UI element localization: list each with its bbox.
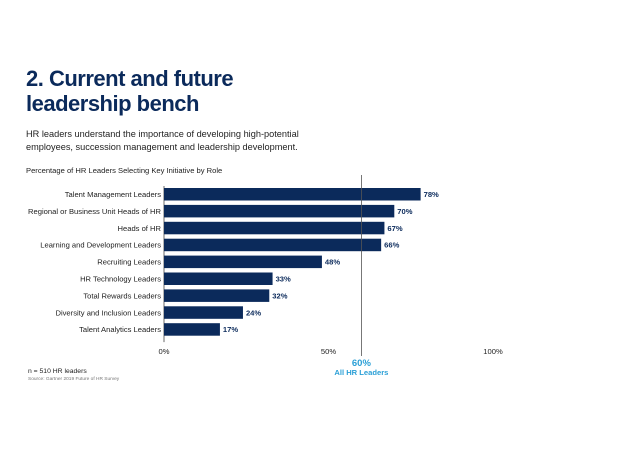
bar	[164, 306, 243, 319]
page-subtitle: HR leaders understand the importance of …	[26, 129, 299, 152]
page-title-line-2: leadership bench	[26, 91, 199, 116]
bar	[164, 255, 322, 269]
page-title: 2. Current and future leadership bench	[26, 66, 234, 116]
x-tick-label: 50%	[321, 347, 336, 356]
bar	[164, 289, 270, 302]
bar-value-label: 78%	[424, 190, 439, 199]
bar	[164, 238, 382, 252]
bar	[164, 323, 220, 336]
chart-title: Percentage of HR Leaders Selecting Key I…	[26, 166, 223, 175]
page-title-line-1: 2. Current and future	[26, 66, 234, 91]
bar	[164, 272, 273, 285]
category-label: Total Rewards Leaders	[83, 291, 161, 300]
bar	[164, 188, 421, 201]
category-label: HR Technology Leaders	[80, 274, 161, 283]
x-tick-label: 100%	[483, 347, 503, 356]
bar	[164, 221, 385, 235]
bar-value-label: 66%	[384, 241, 399, 250]
category-label: Recruiting Leaders	[97, 258, 161, 267]
bar-value-label: 48%	[325, 258, 340, 267]
bar	[164, 204, 395, 218]
category-label: Heads of HR	[118, 224, 162, 233]
source-note: Source: Gartner 2019 Future of HR Survey	[28, 377, 120, 382]
category-label: Learning and Development Leaders	[40, 241, 161, 250]
x-tick-label: 0%	[159, 347, 170, 356]
category-label: Talent Analytics Leaders	[79, 325, 161, 334]
category-label: Diversity and Inclusion Leaders	[55, 308, 161, 317]
reference-label: All HR Leaders	[334, 368, 388, 377]
category-label: Talent Management Leaders	[65, 190, 161, 199]
bar-value-label: 17%	[223, 325, 238, 334]
bar-value-label: 70%	[397, 207, 412, 216]
category-label: Regional or Business Unit Heads of HR	[28, 207, 161, 216]
bar-value-label: 32%	[272, 291, 287, 300]
sample-size-note: n = 510 HR leaders	[28, 368, 87, 375]
bar-value-label: 33%	[276, 274, 291, 283]
bar-value-label: 67%	[387, 224, 402, 233]
reference-value-label: 60%	[352, 358, 372, 369]
bar-value-label: 24%	[246, 308, 261, 317]
